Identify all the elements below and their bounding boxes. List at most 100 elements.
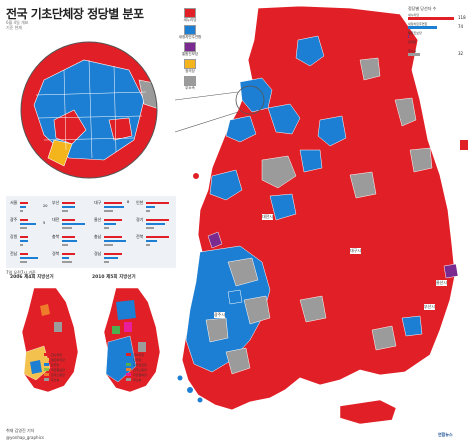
region-bar-grey	[20, 261, 27, 263]
legend-label: 무소속	[185, 86, 195, 90]
region-bar-grey	[146, 227, 154, 229]
region-cell: 경북	[52, 251, 92, 265]
region-bar-blue	[62, 257, 69, 259]
mini-legend-label: 무소속	[133, 377, 142, 382]
ulsan-purple	[443, 263, 459, 279]
mini-legend-label: 한나라당	[51, 352, 63, 357]
region-bar-grey	[62, 210, 68, 212]
region-bar-blue	[146, 206, 155, 208]
region-cell: 대구 8	[94, 200, 134, 214]
gyeongnam-grey-2	[371, 325, 397, 351]
mini-legend-item: 민주당	[126, 357, 147, 362]
party-legend: 새누리당 새정치민주연합 통합진보당 정의당 무소속	[170, 8, 210, 93]
region-bar-red	[20, 236, 28, 238]
region-name: 대구	[94, 200, 102, 205]
region-blue-value: 5	[43, 221, 46, 225]
inset-red-patch	[53, 109, 87, 145]
gyeongbuk-grey-2	[409, 147, 433, 173]
region-bar-grey	[20, 244, 23, 246]
mini-legend-item: 열린우리당	[44, 357, 65, 362]
region-bar-grey	[20, 210, 23, 212]
credit-handle: @yonhap_graphics	[6, 435, 44, 440]
label-busan: 부산시	[424, 304, 436, 310]
mini-legend-item: 민주당	[44, 362, 65, 367]
jeolla-grey-3	[205, 317, 229, 343]
region-bar-red	[146, 202, 169, 204]
totals-box: 정당별 당선자 수 새누리당 118 새정치민주연합 74 통합진보당 정의당 무소속 32	[408, 6, 470, 57]
region-cell: 전북	[136, 234, 176, 248]
legend-swatch	[184, 59, 196, 69]
legend-item: 정의당	[170, 59, 210, 74]
region-name: 전북	[136, 234, 144, 239]
totals-bar	[408, 26, 437, 29]
region-bar-red	[146, 236, 169, 238]
mini-map-2010-patch	[116, 300, 136, 320]
gyeonggi-blue-2	[267, 103, 301, 135]
mini-legend-label: 민주당	[133, 357, 142, 362]
region-name: 인천	[136, 200, 144, 205]
mini-map-2010-patch	[138, 342, 146, 352]
region-name: 충남	[94, 234, 102, 239]
mini-legend-item: 한나라당	[44, 352, 65, 357]
mini-legend-label: 국민참여당	[133, 372, 147, 377]
region-bar-grey	[62, 261, 72, 263]
legend-label: 새정치민주연합	[178, 35, 202, 39]
region-bar-blue	[104, 223, 116, 225]
totals-value: 74	[458, 24, 464, 29]
mini-map-2010-patch	[112, 326, 120, 334]
mini-legend-label: 한나라당	[133, 352, 145, 357]
region-bar-grey	[62, 244, 68, 246]
region-cell: 경남	[94, 251, 134, 265]
legend-item: 무소속	[170, 76, 210, 91]
region-cell: 울산	[94, 217, 134, 231]
mini-maps	[21, 287, 161, 393]
legend-swatch	[184, 76, 196, 86]
mini-map-2006-patch	[30, 360, 42, 374]
jeju-island	[339, 399, 397, 425]
region-name: 충북	[52, 234, 60, 239]
daejeon-blue	[269, 193, 297, 221]
island-w-1	[193, 173, 199, 179]
totals-row: 무소속 32	[408, 49, 470, 57]
legend-item: 새누리당	[170, 8, 210, 23]
mini-legend-swatch	[44, 363, 49, 366]
totals-row: 통합진보당	[408, 31, 470, 39]
jeonnam-grey-4	[225, 347, 251, 375]
region-bar-red	[62, 253, 75, 255]
region-bar-blue	[146, 240, 157, 242]
mini-legend-label: 민주노동당	[51, 372, 65, 377]
mini-legend-label: 무소속	[51, 377, 60, 382]
mini-legend-swatch	[126, 353, 131, 356]
legend-swatch	[184, 25, 196, 35]
mini-map-title-2006: 2006 제4회 지방선거	[10, 275, 54, 280]
region-bar-blue	[146, 223, 165, 225]
mini-legend-swatch	[126, 378, 131, 381]
totals-title: 정당별 당선자 수	[408, 6, 437, 11]
region-cell: 전남	[10, 251, 50, 265]
region-name: 경기	[136, 217, 144, 222]
mini-legend-label: 자유선진당	[133, 362, 147, 367]
gyeongnam-blue	[401, 315, 423, 337]
totals-bar	[408, 53, 421, 56]
island-sw-3	[177, 375, 183, 381]
mini-map-title-2010: 2010 제5회 지방선거	[92, 275, 136, 280]
totals-row: 새누리당 118	[408, 13, 470, 21]
region-bar-grey	[20, 227, 27, 229]
gyeonggi-blue-3	[225, 115, 257, 143]
region-cell: 충북	[52, 234, 92, 248]
region-bar-grey	[104, 261, 109, 263]
region-name: 부산	[52, 200, 60, 205]
region-red-value: 8	[127, 200, 130, 204]
region-name: 경남	[94, 251, 102, 256]
mini-legend-swatch	[44, 358, 49, 361]
gwangju-blue	[227, 289, 243, 305]
region-bar-blue	[20, 206, 26, 208]
inset-connector	[174, 91, 239, 101]
region-bar-red	[62, 219, 75, 221]
totals-label: 무소속	[408, 49, 417, 53]
region-name: 광주	[10, 217, 18, 222]
region-name: 강원	[10, 234, 18, 239]
chungbuk-grey	[261, 155, 297, 189]
seoul-inset-map	[20, 41, 158, 179]
region-cell: 충남	[94, 234, 134, 248]
